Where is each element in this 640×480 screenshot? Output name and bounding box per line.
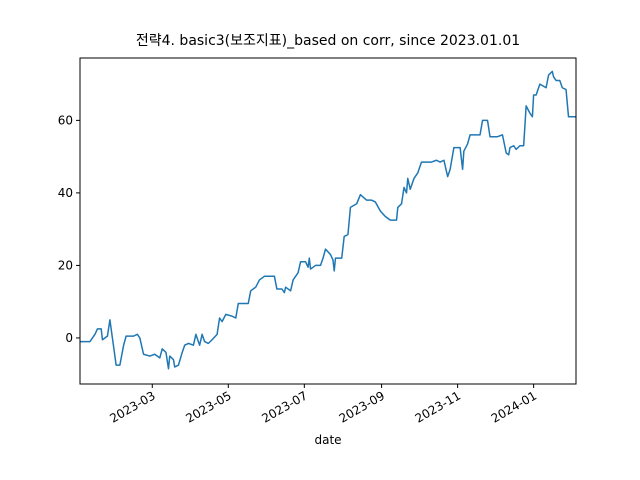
x-axis-label: date (314, 433, 341, 447)
y-tick-label: 20 (58, 258, 73, 272)
axes-frame (79, 57, 577, 385)
chart-title: 전략4. basic3(보조지표)_based on corr, since 2… (136, 33, 520, 49)
y-tick-label: 40 (58, 186, 73, 200)
data-line (80, 70, 576, 370)
y-tick-label: 60 (58, 113, 73, 127)
y-tick-label: 0 (65, 331, 73, 345)
